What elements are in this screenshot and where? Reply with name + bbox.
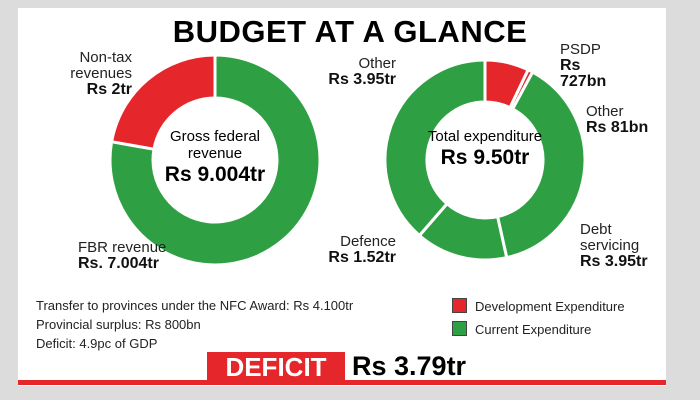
- note: Deficit: 4.9pc of GDP: [36, 336, 158, 351]
- center-text: Gross federal revenue: [169, 128, 261, 162]
- legend-swatch: [452, 321, 467, 336]
- slice-value: Rs 3.95tr: [580, 253, 648, 270]
- deficit-label: DEFICIT: [207, 352, 345, 382]
- legend-label: Development Expenditure: [475, 299, 625, 314]
- donut-slice: [108, 53, 322, 267]
- slice-label: Defence Rs 1.52tr: [316, 234, 396, 266]
- slice-label: Debt servicing Rs 3.95tr: [580, 222, 670, 270]
- slice-value: Rs 1.52tr: [328, 249, 396, 266]
- center-value: Rs 9.004tr: [164, 163, 266, 186]
- note: Provincial surplus: Rs 800bn: [36, 317, 201, 332]
- legend-entry: Development Expenditure: [452, 298, 625, 314]
- deficit-value: Rs 3.79tr: [352, 351, 467, 381]
- legend-label: Current Expenditure: [475, 322, 592, 337]
- donut-slice: [495, 70, 587, 260]
- center-text: Total expenditure: [427, 128, 543, 145]
- slice-name: Non-tax revenues: [70, 49, 132, 82]
- legend-swatch: [452, 298, 467, 313]
- slice-name: PSDP: [560, 41, 601, 58]
- slice-value: Rs 2tr: [86, 81, 132, 98]
- slice-name: Other: [358, 55, 396, 72]
- slice-value: Rs 3.95tr: [328, 71, 396, 88]
- donut-slice: [109, 53, 217, 151]
- slice-value: Rs 727bn: [560, 57, 607, 90]
- slice-name: FBR revenue: [78, 239, 167, 256]
- slice-label: Other Rs 3.95tr: [316, 56, 396, 88]
- center-value: Rs 9.50tr: [440, 146, 530, 169]
- deficit-strip: [18, 380, 666, 385]
- legend-entry: Current Expenditure: [452, 321, 591, 337]
- center-label: Gross federal revenue Rs 9.004tr: [155, 128, 275, 186]
- center-label: Total expenditure Rs 9.50tr: [425, 128, 545, 169]
- slice-label: Other Rs 81bn: [586, 104, 656, 136]
- slice-label: FBR revenue Rs. 7.004tr: [78, 240, 188, 272]
- slice-label: PSDP Rs 727bn: [560, 42, 630, 90]
- slice-name: Debt servicing: [580, 221, 640, 254]
- slice-value: Rs 81bn: [586, 119, 649, 136]
- slice-label: Non-tax revenues Rs 2tr: [52, 50, 132, 98]
- title: BUDGET AT A GLANCE: [172, 14, 528, 49]
- slice-name: Other: [586, 103, 624, 120]
- donut-slice: [383, 58, 487, 238]
- note: Transfer to provinces under the NFC Awar…: [36, 298, 354, 313]
- slice-value: Rs. 7.004tr: [78, 255, 159, 272]
- slice-name: Defence: [340, 233, 396, 250]
